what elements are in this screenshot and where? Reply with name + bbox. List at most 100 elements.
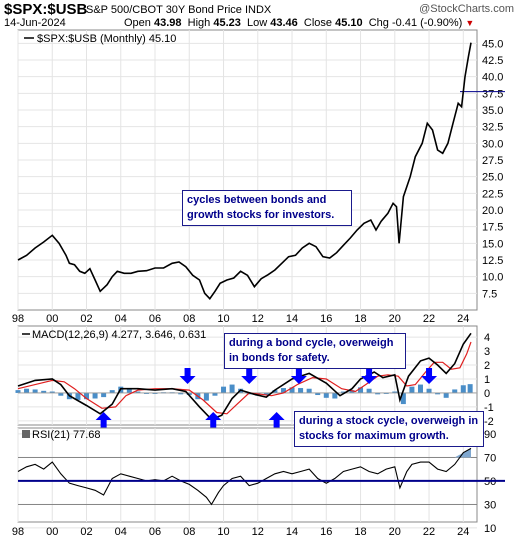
cycle-arrow-down: [290, 368, 307, 384]
cycle-arrow-up: [205, 412, 222, 428]
rsi-y-tick: 30: [484, 499, 496, 511]
price-y-tick: 25.0: [482, 172, 503, 184]
annotation-bond-cycle: during a bond cycle, overweigh in bonds …: [224, 333, 406, 369]
macd-histogram-bar: [49, 391, 55, 393]
macd-legend: MACD(12,26,9) 4.277, 3.646, 0.631: [32, 329, 206, 341]
macd-histogram-bar: [349, 390, 355, 393]
open-value: 43.98: [153, 17, 182, 29]
macd-histogram-bar: [126, 388, 132, 393]
close-label: Close: [303, 17, 333, 29]
macd-histogram-bar: [143, 392, 149, 394]
price-x-tick: 16: [320, 313, 332, 325]
price-y-tick: 45.0: [482, 38, 503, 50]
rsi-x-tick: 20: [389, 526, 401, 538]
macd-histogram-bar: [443, 392, 449, 398]
price-y-tick: 20.0: [482, 205, 503, 217]
macd-histogram-bar: [315, 392, 321, 396]
cycle-arrow-up: [268, 412, 285, 428]
macd-histogram-bar: [92, 392, 98, 399]
macd-histogram-bar: [467, 384, 473, 393]
price-x-tick: 02: [80, 313, 92, 325]
macd-histogram-bar: [409, 386, 415, 393]
macd-histogram-bar: [263, 392, 269, 396]
low-value: 43.46: [270, 17, 298, 29]
macd-histogram-bar: [375, 392, 381, 395]
macd-histogram-bar: [178, 392, 184, 395]
macd-histogram-bar: [101, 392, 107, 398]
rsi-y-tick: 90: [484, 429, 496, 441]
macd-histogram-bar: [75, 392, 81, 400]
rsi-x-tick: 98: [12, 526, 24, 538]
rsi-x-tick: 12: [252, 526, 264, 538]
price-x-tick: 24: [457, 313, 469, 325]
annotation-cycles: cycles between bonds and growth stocks f…: [182, 190, 352, 226]
cycle-arrow-down: [361, 368, 378, 384]
price-y-tick: 12.5: [482, 255, 503, 267]
rsi-x-tick: 10: [217, 526, 229, 538]
macd-histogram-bar: [41, 390, 47, 393]
price-y-tick: 7.5: [482, 288, 497, 300]
macd-histogram-bar: [400, 392, 406, 405]
macd-y-tick: 1: [484, 374, 490, 386]
macd-histogram-bar: [298, 388, 304, 393]
price-line: [17, 42, 472, 300]
macd-histogram-bar: [358, 387, 364, 393]
quote-summary: Open 43.98 High 45.23 Low 43.46 Close 45…: [124, 17, 474, 29]
price-legend: $SPX:$USB (Monthly) 45.10: [37, 33, 176, 45]
macd-histogram-bar: [272, 390, 278, 393]
chart-date: 14-Jun-2024: [4, 17, 66, 29]
price-x-tick: 22: [423, 313, 435, 325]
annotation-stock-cycle: during a stock cycle, overweigh in stock…: [294, 411, 484, 447]
chg-label: Chg: [368, 17, 389, 29]
low-label: Low: [246, 17, 268, 29]
price-y-tick: 30.0: [482, 138, 503, 150]
price-x-tick: 00: [46, 313, 58, 325]
price-x-tick: 14: [286, 313, 298, 325]
macd-histogram-bar: [221, 386, 227, 393]
macd-histogram-bar: [109, 390, 115, 393]
macd-y-tick: 4: [484, 332, 490, 344]
macd-histogram-bar: [460, 385, 466, 393]
chg-value: -0.41 (-0.90%): [391, 17, 463, 29]
rsi-x-tick: 16: [320, 526, 332, 538]
macd-y-tick: -1: [484, 402, 494, 414]
macd-histogram-bar: [15, 390, 21, 393]
price-y-tick: 17.5: [482, 222, 503, 234]
price-y-tick: 40.0: [482, 72, 503, 84]
macd-histogram-bar: [212, 392, 218, 396]
macd-histogram-bar: [452, 389, 458, 393]
rsi-x-tick: 18: [354, 526, 366, 538]
chart-symbol: $SPX:$USB: [4, 1, 88, 18]
cycle-arrow-up: [95, 412, 112, 428]
macd-histogram-bar: [332, 392, 338, 399]
macd-histogram-bar: [24, 388, 30, 393]
macd-histogram-bar: [84, 392, 90, 400]
rsi-x-tick: 08: [183, 526, 195, 538]
rsi-x-tick: 00: [46, 526, 58, 538]
cycle-arrow-down: [179, 368, 196, 384]
macd-histogram-bar: [186, 392, 192, 396]
rsi-legend-swatch: [22, 430, 30, 438]
macd-histogram-bar: [58, 392, 64, 396]
price-x-tick: 06: [149, 313, 161, 325]
macd-histogram-bar: [32, 389, 38, 393]
stockcharts-logo[interactable]: @StockCharts.com: [419, 3, 514, 15]
price-y-tick: 42.5: [482, 55, 503, 67]
price-y-tick: 37.5: [482, 88, 503, 100]
chart-description: S&P 500/CBOT 30Y Bond Price INDX: [86, 4, 272, 16]
cycle-arrow-down: [421, 368, 438, 384]
macd-y-tick: 3: [484, 346, 490, 358]
price-x-tick: 18: [354, 313, 366, 325]
rsi-x-tick: 04: [115, 526, 127, 538]
high-value: 45.23: [213, 17, 241, 29]
macd-histogram-bar: [340, 391, 346, 393]
macd-histogram-bar: [306, 388, 312, 393]
rsi-y-tick: 70: [484, 452, 496, 464]
down-triangle-icon: ▼: [465, 18, 475, 28]
rsi-x-tick: 22: [423, 526, 435, 538]
price-y-tick: 27.5: [482, 155, 503, 167]
price-y-tick: 10.0: [482, 272, 503, 284]
macd-y-tick: 0: [484, 388, 490, 400]
rsi-y-tick: 10: [484, 523, 496, 535]
rsi-legend: RSI(21) 77.68: [32, 429, 100, 441]
